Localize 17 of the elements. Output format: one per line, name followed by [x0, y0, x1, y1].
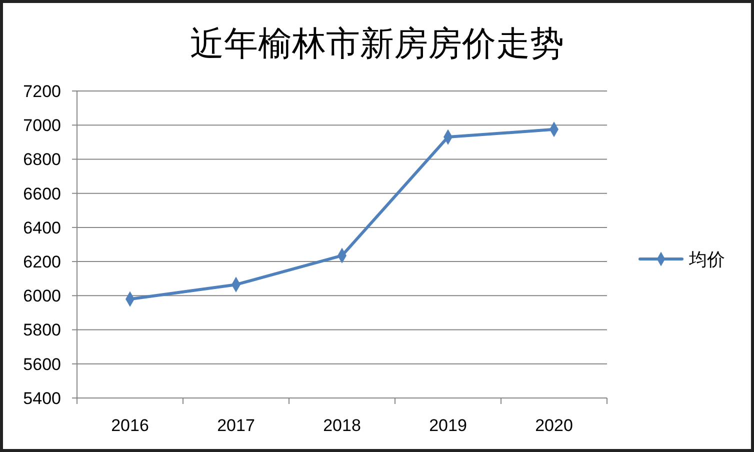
- x-tick-label: 2019: [429, 416, 467, 435]
- y-tick-label: 5400: [23, 388, 61, 408]
- chart-title: 近年榆林市新房房价走势: [190, 26, 564, 63]
- x-tick-label: 2020: [535, 416, 573, 435]
- y-tick-label: 7000: [23, 116, 61, 136]
- y-tick-label: 6200: [23, 252, 61, 272]
- legend-label: 均价: [688, 249, 725, 270]
- x-tick-label: 2017: [217, 416, 255, 435]
- y-tick-label: 6600: [23, 184, 61, 204]
- y-tick-label: 6000: [23, 286, 61, 306]
- x-tick-label: 2016: [111, 416, 149, 435]
- x-tick-label: 2018: [323, 416, 361, 435]
- y-tick-label: 7200: [23, 82, 61, 101]
- y-tick-label: 5600: [23, 354, 61, 374]
- y-tick-label: 6400: [23, 218, 61, 238]
- y-tick-label: 6800: [23, 150, 61, 170]
- y-tick-label: 5800: [23, 320, 61, 340]
